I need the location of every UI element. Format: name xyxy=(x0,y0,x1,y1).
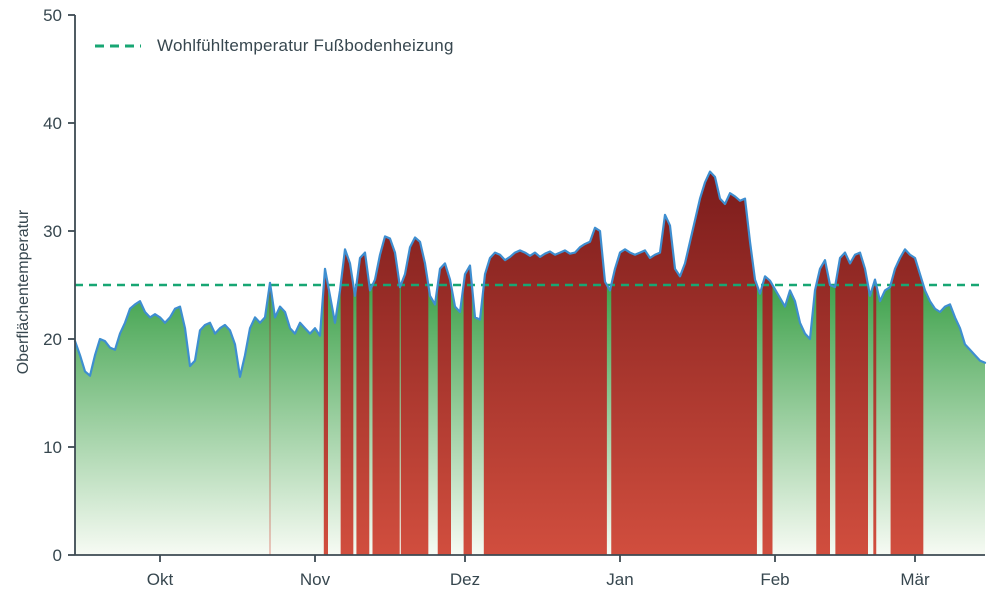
area-above-threshold xyxy=(269,282,271,555)
area-above-threshold xyxy=(437,263,451,555)
x-tick-label: Dez xyxy=(450,570,480,589)
y-tick-label: 50 xyxy=(43,6,62,25)
y-tick-label: 20 xyxy=(43,330,62,349)
x-tick-label: Jan xyxy=(606,570,633,589)
area-above-threshold xyxy=(400,237,429,556)
y-tick-label: 40 xyxy=(43,114,62,133)
x-tick-label: Feb xyxy=(760,570,789,589)
area-above-threshold xyxy=(873,279,877,555)
area-above-threshold xyxy=(816,260,830,555)
area-above-threshold xyxy=(483,227,607,555)
x-tick-label: Mär xyxy=(900,570,930,589)
area-above-threshold xyxy=(323,268,328,555)
area-above-threshold xyxy=(463,265,472,555)
area-above-threshold xyxy=(611,171,757,555)
area-above-threshold xyxy=(835,252,868,555)
y-tick-label: 30 xyxy=(43,222,62,241)
temperature-line xyxy=(73,170,987,378)
y-tick-label: 10 xyxy=(43,438,62,457)
area-above-threshold xyxy=(340,249,354,556)
x-tick-label: Nov xyxy=(300,570,331,589)
area-above-threshold xyxy=(356,252,370,555)
area-above-threshold xyxy=(890,249,924,556)
x-tick-label: Okt xyxy=(147,570,174,589)
y-tick-label: 0 xyxy=(53,546,62,565)
area-above-threshold xyxy=(762,276,773,555)
area-above-threshold xyxy=(372,236,400,555)
y-axis-label: Oberflächentemperatur xyxy=(15,209,32,375)
